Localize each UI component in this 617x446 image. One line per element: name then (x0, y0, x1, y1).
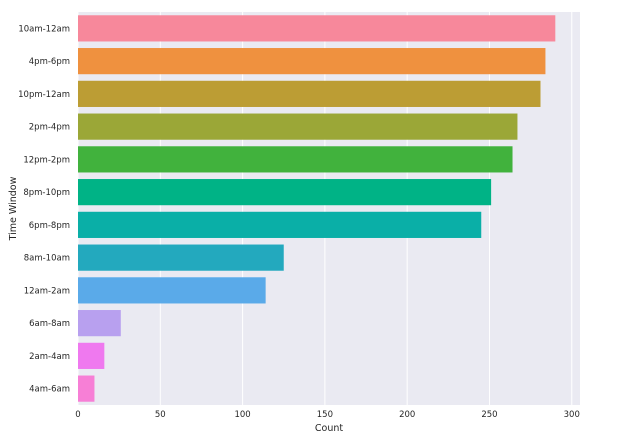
x-tick-label: 50 (155, 410, 166, 420)
y-tick-label: 10pm-12am (18, 90, 70, 100)
y-tick-label: 6am-8am (29, 319, 70, 329)
y-tick-label: 12pm-2pm (23, 155, 70, 165)
bars (78, 15, 556, 402)
bar-4am-6am (78, 375, 95, 402)
grid-lines (77, 12, 573, 405)
bar-2pm-4pm (78, 113, 518, 140)
bar-4pm-6pm (78, 48, 546, 75)
y-tick-labels: 10am-12am 4pm-6pm 10pm-12am 2pm-4pm 12pm-2pm… (18, 24, 70, 394)
bar-6am-8am (78, 310, 121, 337)
bar-8am-10am (78, 244, 284, 271)
y-tick-label: 8am-10am (24, 254, 70, 264)
y-tick-label: 4pm-6pm (29, 57, 70, 67)
y-tick-label: 2pm-4pm (29, 123, 70, 133)
y-tick-label: 10am-12am (18, 24, 70, 34)
y-tick-label: 8pm-10pm (23, 188, 70, 198)
x-tick-label: 100 (234, 410, 250, 420)
bar-12pm-2pm (78, 146, 513, 173)
x-tick-label: 0 (75, 410, 80, 420)
x-tick-labels: 0 50 100 150 200 250 300 (75, 410, 580, 420)
x-tick-label: 200 (399, 410, 415, 420)
y-axis-title: Time Window (8, 176, 19, 241)
bar-10am-12am (78, 15, 556, 42)
y-tick-label: 12am-2am (24, 286, 70, 296)
y-tick-label: 6pm-8pm (29, 221, 70, 231)
bar-8pm-10pm (78, 179, 492, 206)
x-axis-title: Count (315, 423, 343, 434)
x-tick-label: 300 (564, 410, 580, 420)
x-tick-label: 250 (481, 410, 497, 420)
y-tick-label: 4am-6am (29, 385, 70, 395)
x-tick-label: 150 (317, 410, 333, 420)
bar-10pm-12am (78, 80, 541, 107)
bar-2am-4am (78, 342, 105, 369)
bar-12am-2am (78, 277, 266, 304)
plot-area (78, 12, 580, 405)
y-tick-label: 2am-4am (29, 352, 70, 362)
bar-6pm-8pm (78, 211, 482, 238)
